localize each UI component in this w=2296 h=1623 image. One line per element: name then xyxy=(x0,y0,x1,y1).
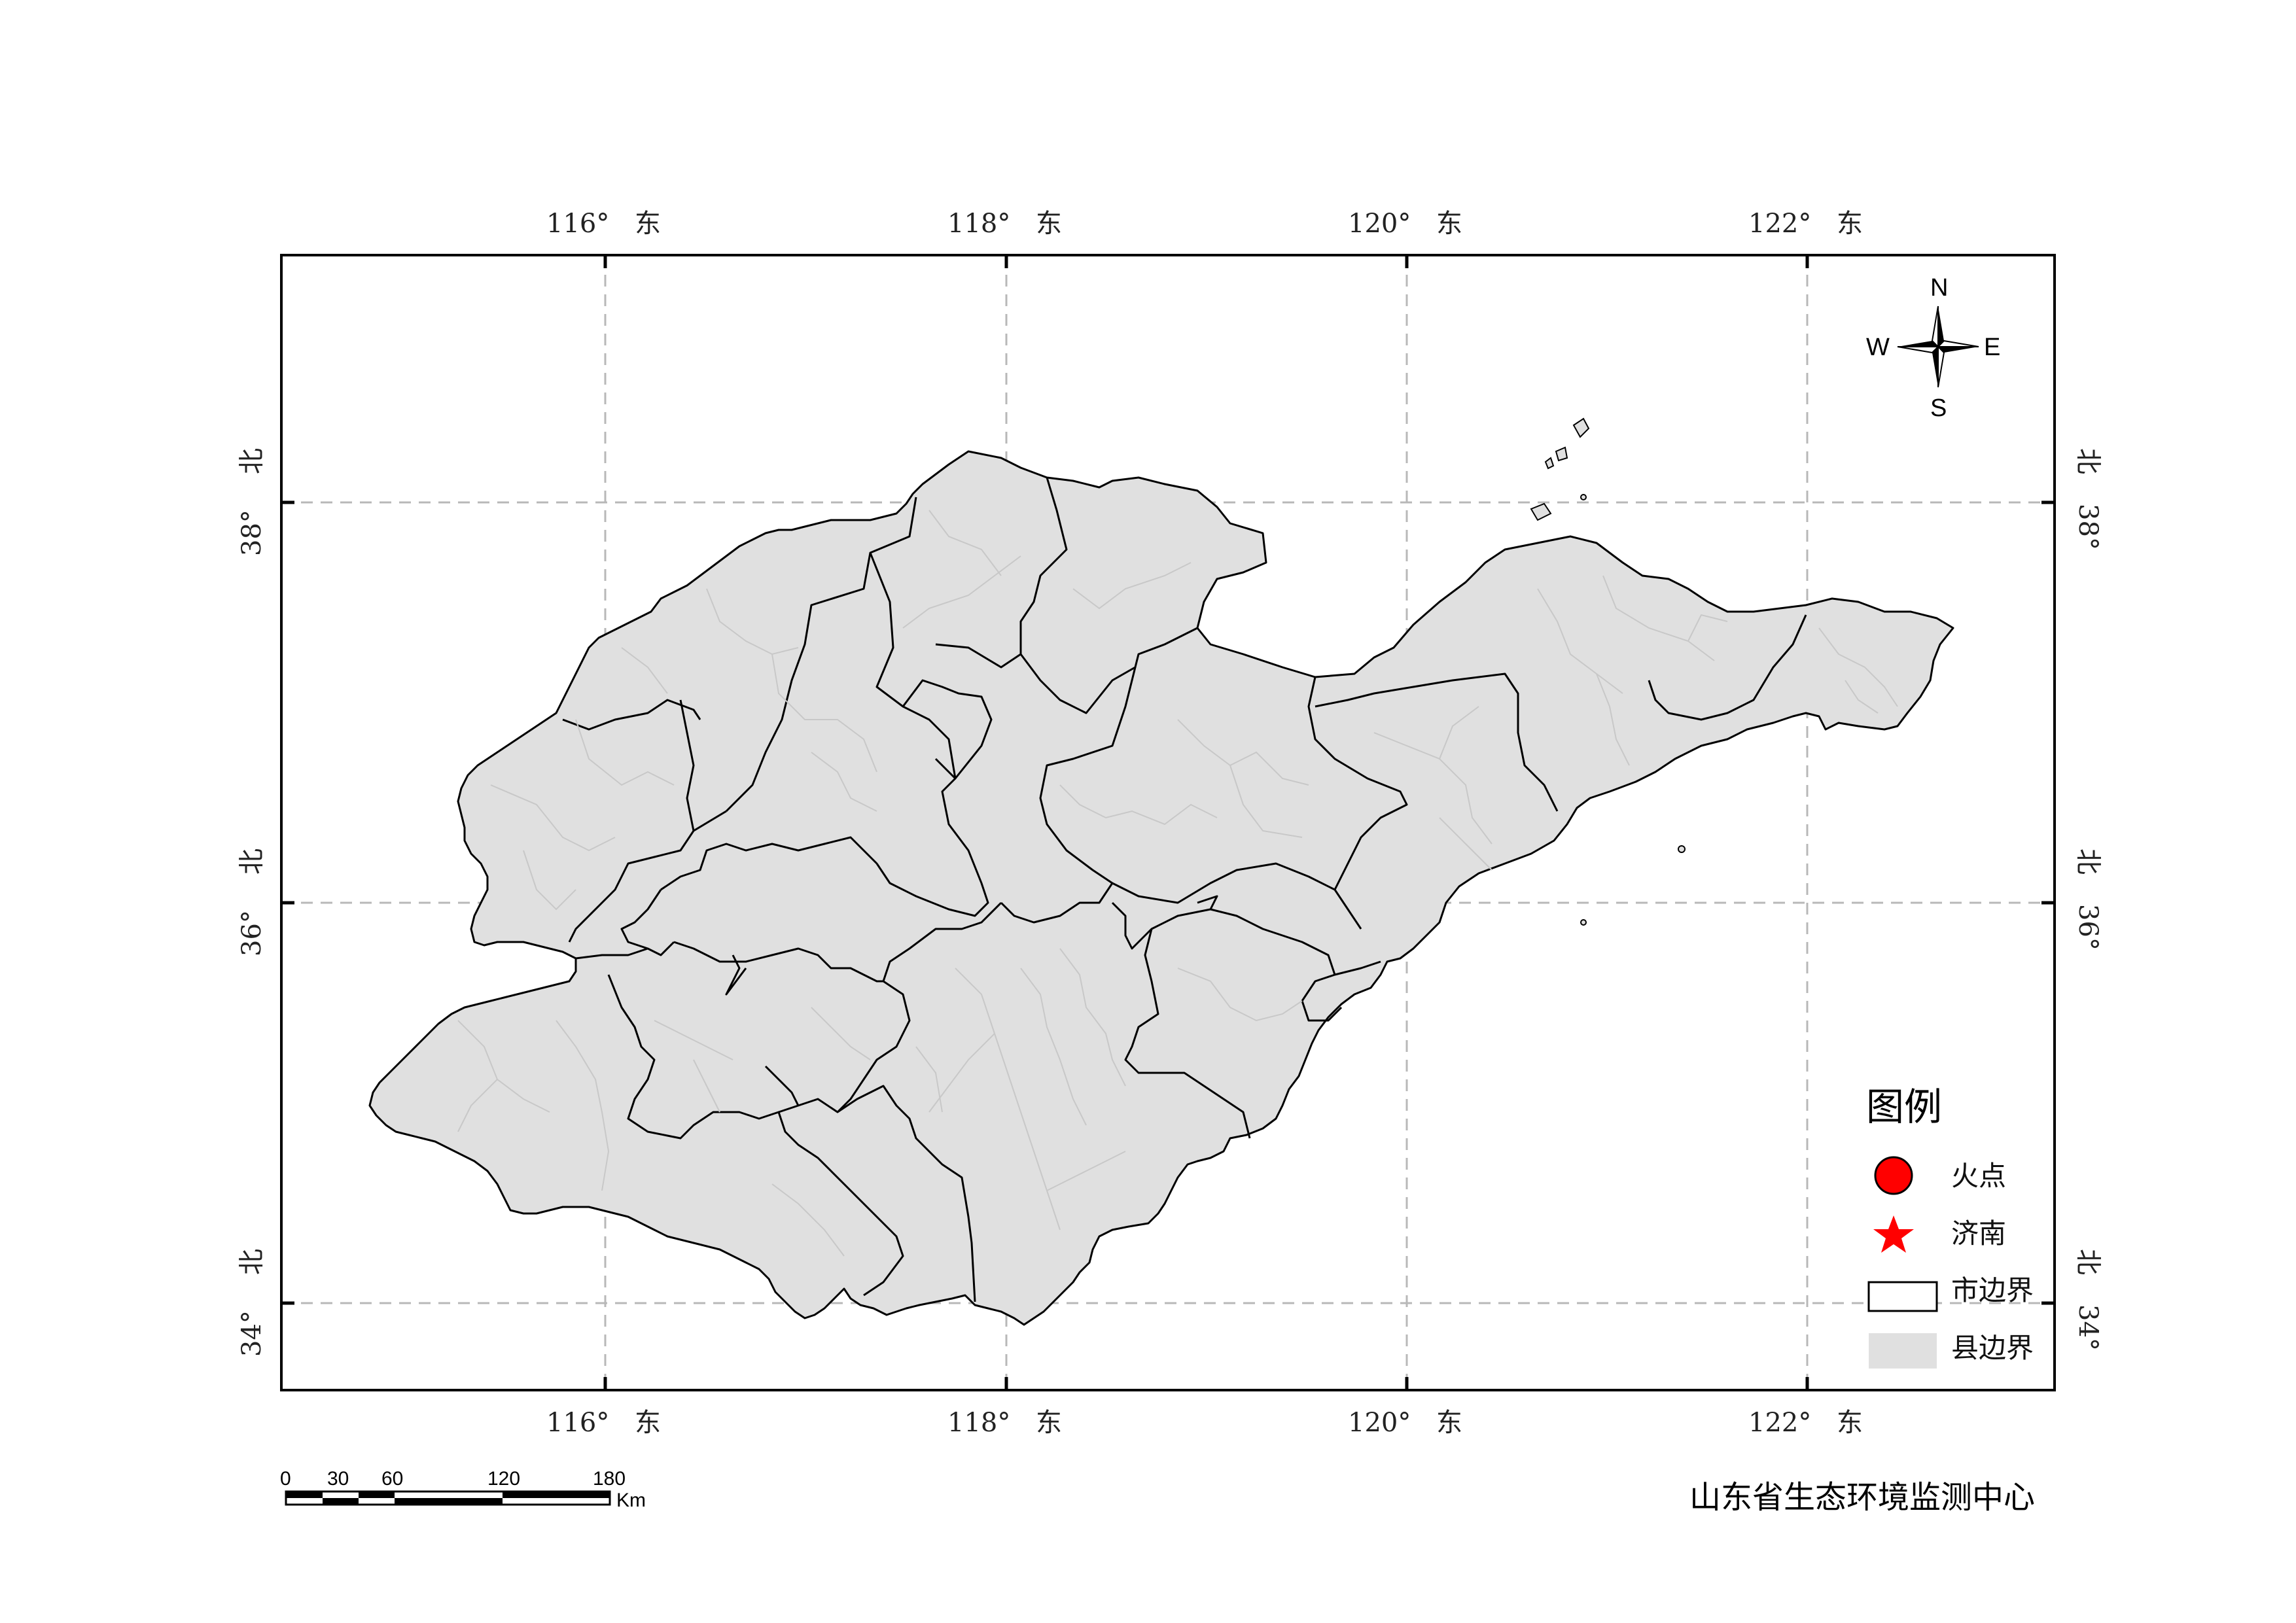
lat-label: 北 xyxy=(2073,848,2103,875)
organization-label: 山东省生态环境监测中心 xyxy=(1689,1479,2035,1516)
legend-title: 图例 xyxy=(1866,1085,1942,1129)
lon-label: 116° xyxy=(546,1408,609,1438)
compass-e: E xyxy=(1984,334,2000,361)
province-shape xyxy=(368,417,1954,1326)
lon-label-dir: 东 xyxy=(1036,209,1062,239)
lat-label: 北 xyxy=(2073,448,2103,474)
scale-bar: 0 30 60 120 180 Km xyxy=(280,1468,646,1511)
island xyxy=(1580,919,1587,926)
lon-label-dir: 东 xyxy=(1837,209,1863,239)
north-arrow-icon: N S E W xyxy=(1866,274,2000,422)
shandong-mainland xyxy=(368,450,1954,1326)
legend-label-fire: 火点 xyxy=(1951,1160,2006,1192)
island xyxy=(1580,494,1587,500)
city-border-swatch xyxy=(1867,1281,1938,1312)
lat-label: 38° xyxy=(2073,504,2103,550)
legend-label-city: 市边界 xyxy=(1951,1274,2034,1306)
lat-label: 34° xyxy=(237,1310,267,1357)
island xyxy=(1555,446,1568,462)
lat-label-dir: 北 xyxy=(237,448,267,474)
city-borders xyxy=(562,477,1807,1302)
scale-tick-60: 60 xyxy=(381,1468,403,1490)
lat-label: 北 xyxy=(2073,1249,2103,1275)
compass-w: W xyxy=(1866,334,1890,361)
lon-label: 118° xyxy=(947,209,1010,239)
lat-label: 36° xyxy=(2073,904,2103,951)
scale-tick-0: 0 xyxy=(280,1468,291,1490)
county-borders xyxy=(457,510,1898,1257)
lon-label: 122° xyxy=(1748,1408,1811,1438)
lon-label-dir: 东 xyxy=(1436,209,1462,239)
lat-label-dir: 北 xyxy=(237,1249,267,1275)
lon-label: 116° xyxy=(546,209,609,239)
legend-label-county: 县边界 xyxy=(1951,1332,2034,1364)
frame-ticks xyxy=(281,255,2055,1390)
longitude-labels-top: 116° 东 118° 东 120° 东 122° 东 xyxy=(546,209,1863,239)
county-border-swatch xyxy=(1869,1333,1937,1369)
scale-tick-180: 180 xyxy=(593,1468,626,1490)
lat-label-dir: 北 xyxy=(237,848,267,875)
capital-star-icon xyxy=(1873,1215,1914,1253)
lon-label: 120° xyxy=(1348,1408,1411,1438)
lon-label-dir: 东 xyxy=(1436,1408,1462,1438)
lat-label: 36° xyxy=(237,910,267,956)
lat-label: 38° xyxy=(237,510,267,556)
lon-label: 122° xyxy=(1748,209,1811,239)
latitude-labels-right: 北 38° 北 36° 北 34° xyxy=(2073,448,2103,1351)
compass-n: N xyxy=(1930,274,1948,302)
compass-s: S xyxy=(1930,394,1947,422)
scale-tick-30: 30 xyxy=(327,1468,349,1490)
lon-label-dir: 东 xyxy=(635,209,661,239)
island xyxy=(1544,457,1555,470)
island xyxy=(1678,845,1686,853)
lon-label-dir: 东 xyxy=(1837,1408,1863,1438)
fire-point-icon xyxy=(1874,1156,1913,1195)
lon-label: 120° xyxy=(1348,209,1411,239)
island xyxy=(1530,502,1552,521)
longitude-labels-bottom: 116° 东 118° 东 120° 东 122° 东 xyxy=(546,1408,1863,1438)
lon-label-dir: 东 xyxy=(1036,1408,1062,1438)
legend: 图例 火点 济南 市边界 县边界 xyxy=(1866,1085,2034,1369)
scale-tick-120: 120 xyxy=(487,1468,520,1490)
lon-label-dir: 东 xyxy=(635,1408,661,1438)
legend-label-jinan: 济南 xyxy=(1951,1217,2006,1249)
lat-label: 34° xyxy=(2073,1304,2103,1351)
scale-unit: Km xyxy=(616,1490,646,1511)
island xyxy=(1572,417,1590,438)
lon-label: 118° xyxy=(947,1408,1010,1438)
latitude-labels-left: 38° 北 36° 北 34° 北 xyxy=(237,448,267,1357)
